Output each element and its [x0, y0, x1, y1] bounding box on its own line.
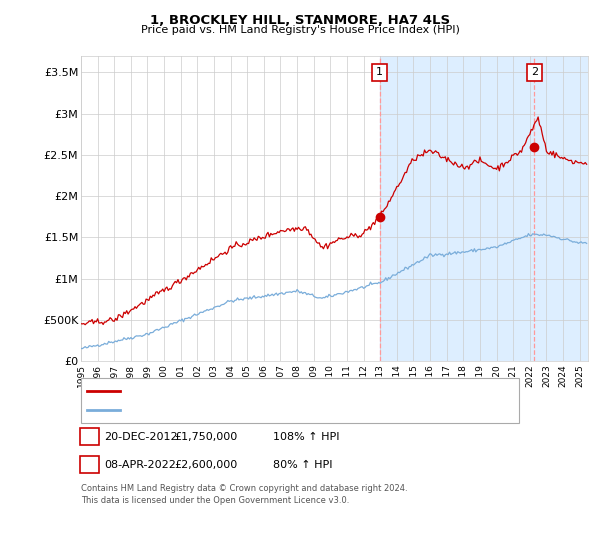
Text: 1: 1 — [86, 432, 93, 442]
Text: 1: 1 — [376, 68, 383, 77]
Text: 2: 2 — [86, 460, 93, 470]
Text: 20-DEC-2012: 20-DEC-2012 — [104, 432, 178, 442]
Text: 1, BROCKLEY HILL, STANMORE, HA7 4LS: 1, BROCKLEY HILL, STANMORE, HA7 4LS — [150, 14, 450, 27]
Text: 80% ↑ HPI: 80% ↑ HPI — [273, 460, 332, 470]
Text: 1, BROCKLEY HILL, STANMORE, HA7 4LS (detached house): 1, BROCKLEY HILL, STANMORE, HA7 4LS (det… — [126, 385, 430, 395]
Text: 08-APR-2022: 08-APR-2022 — [104, 460, 176, 470]
Text: 2: 2 — [531, 68, 538, 77]
Text: £1,750,000: £1,750,000 — [174, 432, 237, 442]
Text: Contains HM Land Registry data © Crown copyright and database right 2024.
This d: Contains HM Land Registry data © Crown c… — [81, 484, 407, 505]
Bar — [380, 56, 588, 361]
Text: HPI: Average price, detached house, Barnet: HPI: Average price, detached house, Barn… — [126, 405, 354, 416]
Text: £2,600,000: £2,600,000 — [174, 460, 237, 470]
Text: 108% ↑ HPI: 108% ↑ HPI — [273, 432, 340, 442]
Text: Price paid vs. HM Land Registry's House Price Index (HPI): Price paid vs. HM Land Registry's House … — [140, 25, 460, 35]
